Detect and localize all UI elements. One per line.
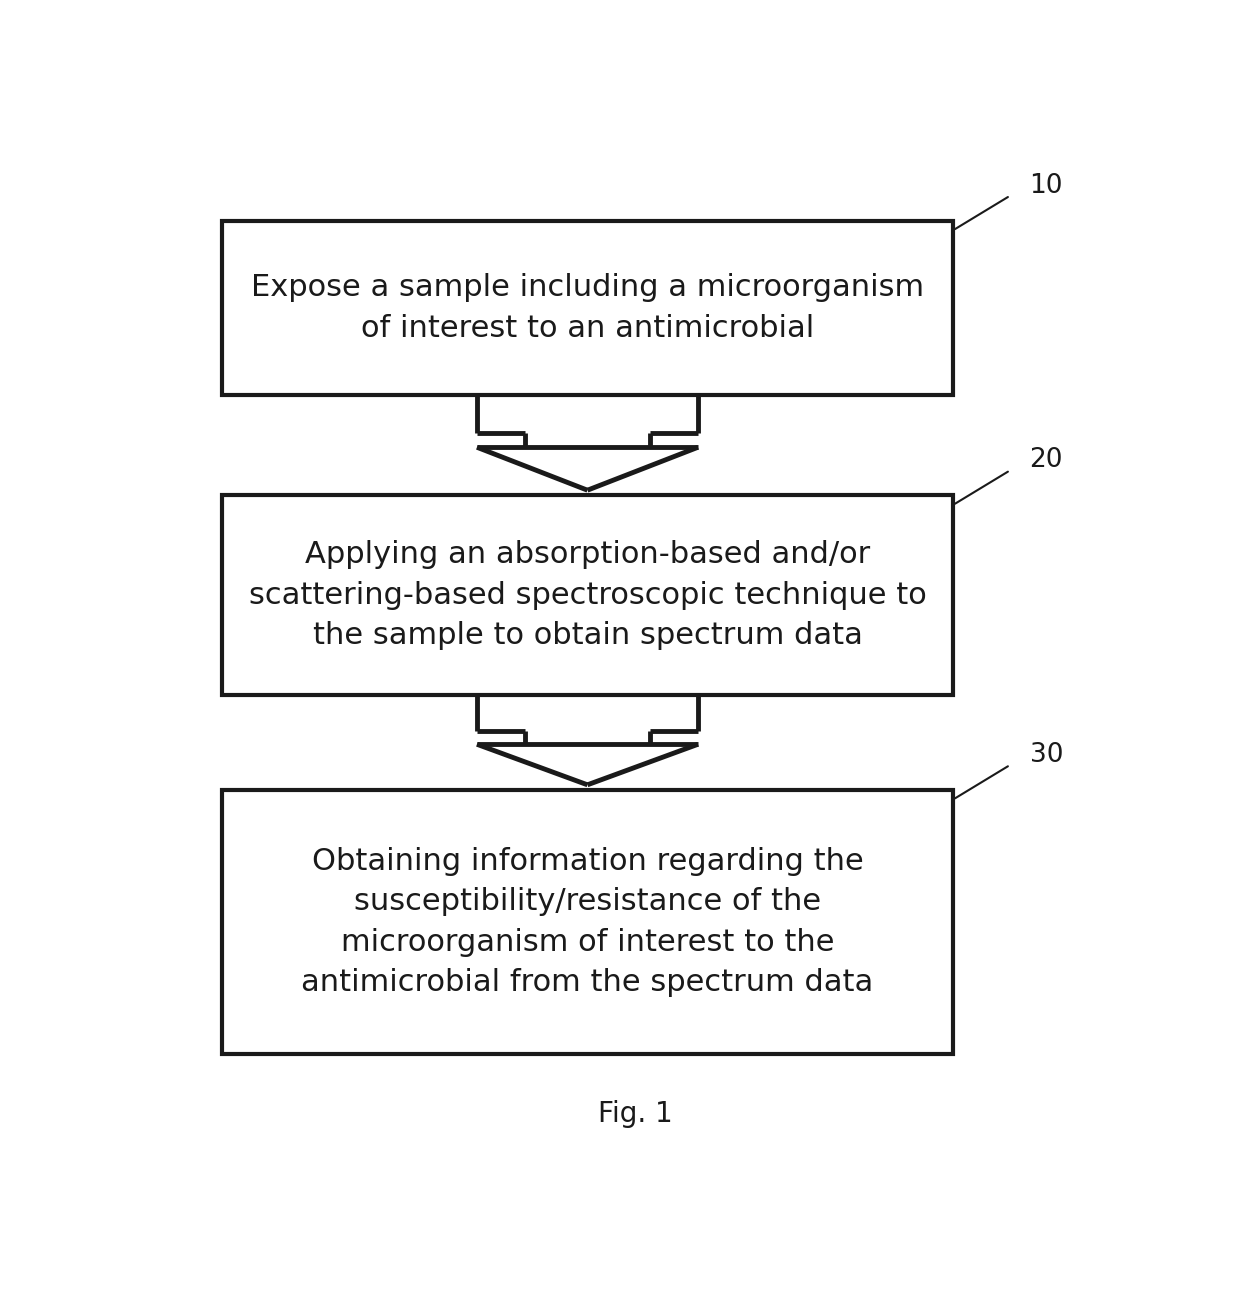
Text: Obtaining information regarding the
susceptibility/resistance of the
microorgani: Obtaining information regarding the susc… bbox=[301, 847, 873, 997]
Bar bbox=[222, 790, 952, 1054]
Text: 10: 10 bbox=[1029, 173, 1063, 198]
Bar bbox=[222, 495, 952, 695]
Text: Expose a sample including a microorganism
of interest to an antimicrobial: Expose a sample including a microorganis… bbox=[250, 274, 924, 342]
Text: 20: 20 bbox=[1029, 447, 1063, 473]
Text: Applying an absorption-based and/or
scattering-based spectroscopic technique to
: Applying an absorption-based and/or scat… bbox=[248, 540, 926, 650]
Text: 30: 30 bbox=[1029, 742, 1063, 768]
Bar bbox=[222, 220, 952, 396]
Text: Fig. 1: Fig. 1 bbox=[598, 1100, 673, 1128]
